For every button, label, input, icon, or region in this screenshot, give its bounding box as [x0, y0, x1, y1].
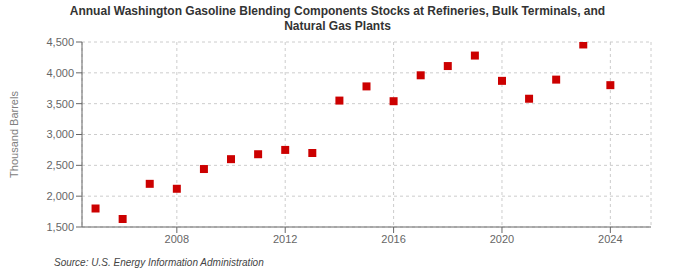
svg-text:4,500: 4,500 — [46, 36, 74, 48]
html-text:Source: U.S. Energy Informatio: Source: U.S. Energy Information Administ… — [54, 257, 264, 268]
svg-text:1,500: 1,500 — [46, 221, 74, 233]
svg-text:2016: 2016 — [381, 233, 405, 245]
svg-text:2012: 2012 — [273, 233, 297, 245]
svg-text:2024: 2024 — [598, 233, 622, 245]
html-text:Annual Washington Gasoline Ble: Annual Washington Gasoline Blending Comp… — [69, 4, 606, 18]
svg-text:2,000: 2,000 — [46, 190, 74, 202]
svg-text:2020: 2020 — [490, 233, 514, 245]
svg-text:Thousand Barrels: Thousand Barrels — [8, 91, 20, 178]
svg-text:4,000: 4,000 — [46, 67, 74, 79]
html-text:Natural Gas Plants: Natural Gas Plants — [284, 19, 391, 33]
svg-text:2,500: 2,500 — [46, 159, 74, 171]
svg-text:3,000: 3,000 — [46, 128, 74, 140]
svg-text:2008: 2008 — [165, 233, 189, 245]
svg-text:3,500: 3,500 — [46, 98, 74, 110]
